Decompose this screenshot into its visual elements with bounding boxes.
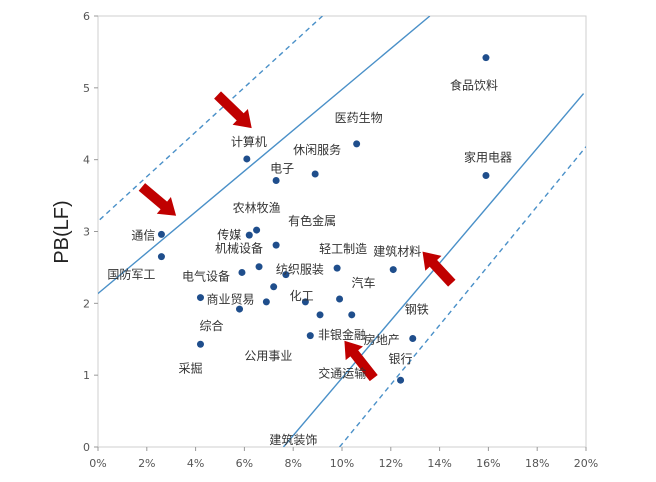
point-银行: [397, 376, 405, 384]
red-arrow: [422, 251, 456, 287]
x-tick-label: 6%: [236, 457, 253, 470]
point-建筑材料: [389, 266, 397, 274]
point-label: 电气设备: [182, 268, 230, 283]
point-label: 电子: [270, 161, 294, 175]
band-line-dashed: [339, 146, 586, 447]
y-tick-label: 3: [83, 226, 90, 239]
point-非银金融: [316, 311, 324, 319]
red-arrow: [138, 183, 177, 216]
point-label: 国防军工: [107, 267, 155, 282]
point-label: 汽车: [352, 275, 376, 290]
point-纺织服装: [282, 271, 290, 279]
direction-arrows: [138, 91, 456, 382]
red-arrow: [344, 340, 378, 382]
point-机械设备: [255, 263, 263, 271]
x-tick-label: 20%: [574, 457, 598, 470]
x-tick-label: 14%: [427, 457, 451, 470]
point-label: 房地产: [364, 332, 400, 347]
point-label: 农林牧渔: [233, 201, 281, 215]
point-交通运输: [306, 332, 314, 340]
y-tick-label: 1: [83, 369, 90, 382]
point-农林牧渔: [253, 226, 261, 234]
red-arrow: [214, 91, 252, 129]
x-tick-label: 18%: [525, 457, 549, 470]
point-label: 非银金融: [318, 327, 366, 342]
point-休闲服务: [311, 170, 319, 178]
point-医药生物: [353, 140, 361, 148]
point-汽车: [336, 295, 344, 303]
point-化工: [270, 283, 278, 291]
point-计算机: [243, 155, 251, 163]
point-有色金属: [272, 241, 280, 249]
point-采掘: [196, 340, 204, 348]
point-房地产: [348, 311, 356, 319]
point-label: 钢铁: [405, 303, 429, 317]
point-建筑装饰: [301, 298, 309, 306]
point-label: 家用电器: [464, 149, 512, 164]
y-axis-ticks: 0 1 2 3 4 5 6: [83, 10, 98, 454]
point-label: 商业贸易: [206, 292, 254, 307]
point-label: 机械设备: [215, 241, 263, 256]
point-label: 纺织服装: [276, 263, 324, 277]
x-tick-label: 2%: [138, 457, 155, 470]
band-line-dashed: [98, 16, 323, 223]
point-label: 传媒: [217, 227, 241, 242]
point-label: 计算机: [231, 134, 267, 149]
point-家用电器: [482, 171, 490, 179]
y-tick-label: 2: [83, 297, 90, 310]
point-label: 综合: [200, 318, 224, 333]
band-line-solid: [98, 16, 431, 295]
point-食品饮料: [482, 54, 490, 62]
point-label: 轻工制造: [319, 242, 367, 256]
point-label: 公用事业: [244, 349, 292, 363]
point-label: 银行: [389, 352, 413, 366]
x-tick-label: 8%: [284, 457, 301, 470]
point-传媒: [245, 231, 253, 239]
point-商业贸易: [196, 294, 204, 302]
industry-points: [157, 54, 490, 384]
point-label: 休闲服务: [293, 142, 341, 157]
point-电气设备: [238, 268, 246, 276]
point-label: 通信: [131, 228, 155, 242]
x-tick-label: 4%: [187, 457, 204, 470]
y-tick-label: 0: [83, 441, 90, 454]
x-tick-label: 0%: [89, 457, 106, 470]
x-tick-label: 12%: [379, 457, 403, 470]
x-tick-label: 10%: [330, 457, 354, 470]
point-国防军工: [157, 253, 165, 261]
point-轻工制造: [333, 264, 341, 272]
y-tick-label: 6: [83, 10, 90, 23]
point-钢铁: [409, 335, 417, 343]
point-综合: [236, 305, 244, 313]
point-label: 建筑材料: [373, 244, 421, 259]
point-label: 采掘: [178, 360, 202, 375]
point-label: 食品饮料: [450, 78, 498, 93]
x-tick-label: 16%: [476, 457, 500, 470]
point-label: 建筑装饰: [269, 432, 317, 447]
point-通信: [157, 230, 165, 238]
point-公用事业: [262, 298, 270, 306]
point-label: 医药生物: [335, 111, 383, 125]
point-label: 有色金属: [288, 213, 336, 228]
plot-frame: [97, 15, 587, 448]
y-tick-label: 5: [83, 82, 90, 95]
point-label: 交通运输: [318, 366, 366, 381]
point-label: 化工: [290, 289, 314, 303]
y-tick-label: 4: [83, 154, 90, 167]
point-电子: [272, 176, 280, 184]
y-axis-label: PB(LF): [51, 200, 73, 263]
x-axis-ticks: 0% 2% 4% 6% 8% 10% 12% 14% 16% 18% 20%: [89, 447, 598, 470]
